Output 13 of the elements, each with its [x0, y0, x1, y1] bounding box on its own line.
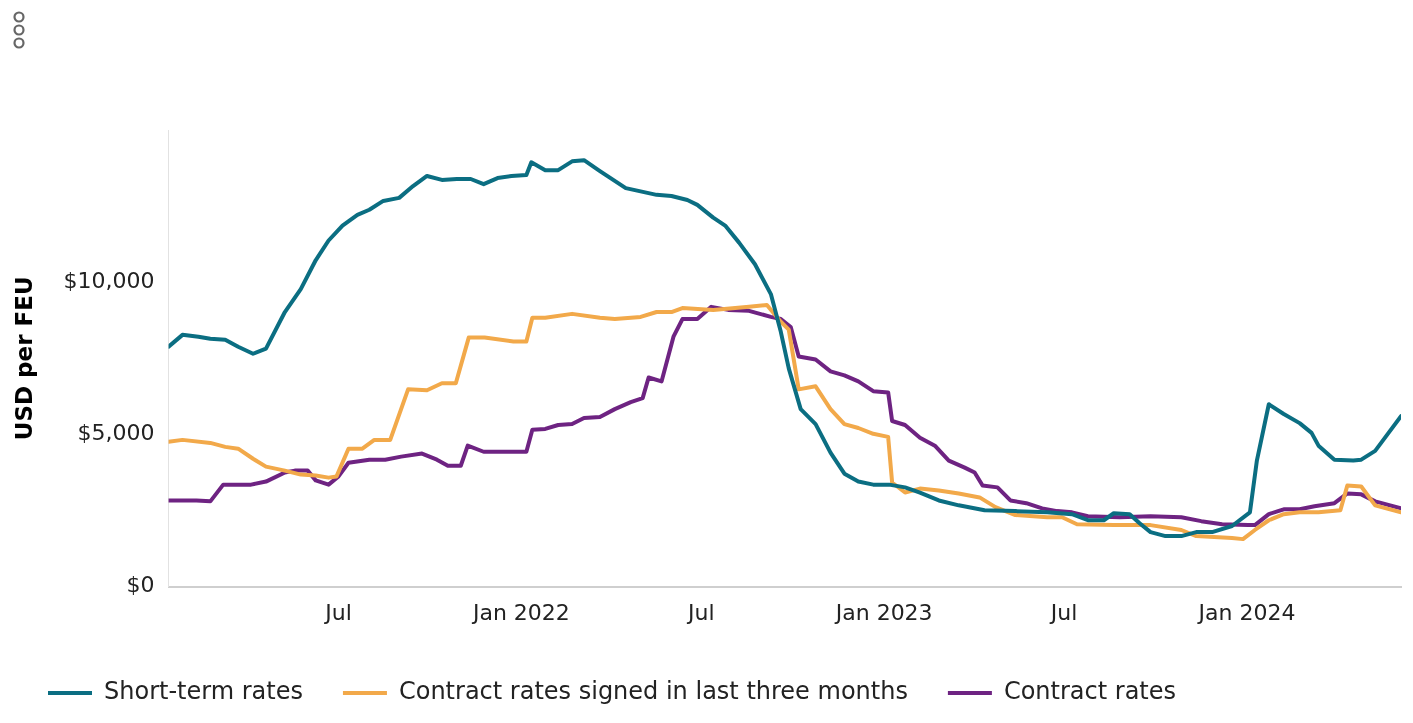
- legend-label: Contract rates: [1003, 677, 1177, 706]
- x-tick-label: Jan 2022: [470, 599, 570, 625]
- legend-label: Short-term rates: [104, 677, 303, 706]
- x-tick-label: Jul: [1048, 599, 1078, 625]
- y-tick-label: $5,000: [77, 420, 155, 446]
- y-axis-title: USD per FEU: [10, 276, 37, 441]
- y-tick-label: $10,000: [63, 267, 155, 293]
- y-tick-label: $0: [126, 572, 155, 598]
- legend-label: Contract rates signed in last three months: [398, 677, 908, 706]
- x-tick-label: Jan 2023: [833, 599, 933, 625]
- x-tick-label: Jul: [323, 599, 352, 625]
- x-tick-label: Jul: [686, 599, 715, 625]
- x-tick-label: Jan 2024: [1196, 599, 1296, 625]
